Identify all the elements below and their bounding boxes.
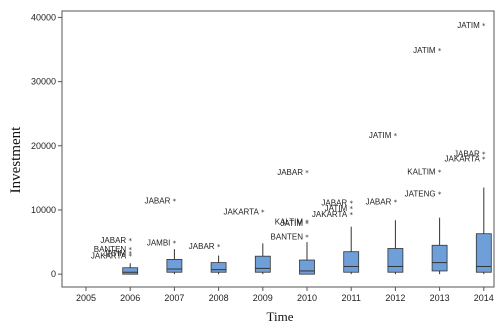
outlier-label: JATIM: [325, 204, 348, 213]
y-axis-title: Investment: [8, 126, 24, 193]
x-tick-label: 2014: [474, 293, 494, 303]
outlier-label: JAKARTA: [224, 207, 260, 216]
outlier-point: *: [482, 150, 486, 158]
x-tick-label: 2012: [385, 293, 405, 303]
outlier-point: *: [261, 208, 265, 216]
outlier-label: JABAR: [277, 168, 303, 177]
outlier-point: *: [305, 219, 309, 227]
outlier-label: JABAR: [100, 236, 126, 245]
x-tick-label: 2008: [209, 293, 229, 303]
outlier-point: *: [128, 250, 132, 258]
outlier-point: *: [394, 199, 398, 207]
outlier-point: *: [128, 253, 132, 261]
x-tick-label: 2007: [164, 293, 184, 303]
outlier-label: JATENG: [405, 189, 436, 198]
outlier-label: JAKARTA: [312, 210, 348, 219]
box-iqr: [210, 262, 227, 273]
box-iqr: [254, 255, 271, 273]
x-tick-label: 2013: [430, 293, 450, 303]
outlier-label: JATIM: [457, 21, 480, 30]
x-axis: 2005 2006 2007 2008 2009 2010 2011 2012 2013 2014: [76, 287, 494, 303]
outlier-point: *: [173, 197, 177, 205]
outlier-label: JAKARTA: [445, 155, 481, 164]
boxes-group: [122, 187, 492, 275]
outlier-point: *: [482, 22, 486, 30]
outlier-label: KALTIM: [275, 218, 304, 227]
y-tick-label: 40000: [31, 12, 56, 22]
outlier-label: JABAR: [321, 198, 347, 207]
x-tick-label: 2009: [253, 293, 273, 303]
box-iqr: [387, 248, 404, 273]
y-axis: 0 10000 20000 30000 40000: [31, 12, 62, 279]
outlier-label: JABAR: [189, 242, 215, 251]
outlier-label: JAKARTA: [91, 252, 127, 261]
outlier-point: *: [438, 47, 442, 55]
outlier-point: *: [128, 246, 132, 254]
outlier-point: *: [173, 240, 177, 248]
outlier-point: *: [305, 169, 309, 177]
y-tick-label: 10000: [31, 205, 56, 215]
outlier-label: JATIM: [413, 46, 436, 55]
outlier-point: *: [128, 237, 132, 245]
x-tick-label: 2011: [342, 293, 361, 303]
box-iqr: [166, 258, 183, 273]
outlier-point: *: [438, 168, 442, 176]
box-iqr: [475, 233, 492, 273]
x-tick-label: 2006: [120, 293, 140, 303]
y-tick-label: 30000: [31, 77, 56, 87]
outlier-point: *: [394, 132, 398, 140]
y-tick-label: 0: [51, 269, 56, 279]
outlier-label: JABAR: [366, 198, 392, 207]
outlier-label: JABAR: [454, 149, 480, 158]
outlier-point: *: [349, 199, 353, 207]
outlier-point: *: [305, 220, 309, 228]
box-iqr: [343, 251, 360, 273]
outlier-label: JAMBI: [147, 239, 171, 248]
outlier-label: JABAR: [145, 196, 171, 205]
plot-frame: [61, 10, 495, 288]
outliers-group: *JABAR*BANTEN *JATIM *JAKARTA*JABAR*JAMBI *…: [91, 21, 486, 260]
x-tick-label: 2010: [297, 293, 317, 303]
outlier-point: *: [349, 205, 353, 213]
outlier-point: *: [305, 233, 309, 241]
outlier-point: *: [438, 190, 442, 198]
x-tick-label: 2005: [76, 293, 96, 303]
outlier-label: KALTIM: [407, 167, 436, 176]
outlier-label: BANTEN: [271, 232, 304, 241]
box-iqr: [431, 244, 448, 272]
outlier-label: BANTEN: [94, 245, 127, 254]
box-iqr: [122, 267, 139, 275]
outlier-label: JATIM: [104, 249, 127, 258]
outlier-point: *: [217, 243, 221, 251]
y-tick-label: 20000: [31, 141, 56, 151]
outlier-label: JATIM: [280, 219, 303, 228]
outlier-label: JATIM: [369, 131, 392, 140]
box-iqr: [299, 259, 315, 275]
outlier-point: *: [482, 156, 486, 164]
x-axis-title: Time: [267, 309, 294, 321]
outlier-point: *: [349, 211, 353, 219]
